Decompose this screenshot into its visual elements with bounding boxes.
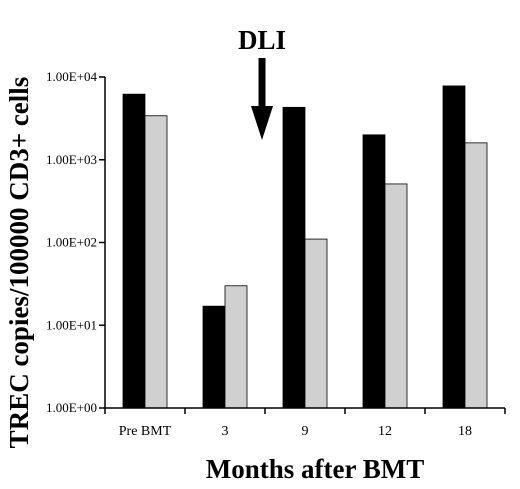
x-axis-title: Months after BMT (206, 454, 424, 484)
y-tick-label: 1.00E+00 (46, 400, 97, 415)
bar-light (224, 285, 248, 409)
y-ticks: 1.00E+00 1.00E+01 1.00E+02 1.00E+03 1.00E+04 (46, 69, 105, 415)
x-tick-label: Pre BMT (119, 424, 172, 439)
y-tick-label: 1.00E+02 (46, 235, 97, 250)
x-ticks: Pre BMT 3 9 12 18 (104, 408, 506, 439)
y-axis-title: TREC copies/100000 CD3+ cells (4, 77, 34, 449)
bar-light (464, 142, 488, 409)
x-tick-label: 12 (378, 424, 392, 439)
x-tick-label: 3 (222, 424, 229, 439)
bar-dark (202, 305, 226, 409)
dli-annotation: DLI (238, 25, 286, 140)
bar-dark (442, 85, 466, 409)
bar-light (304, 238, 328, 409)
y-tick-label: 1.00E+01 (46, 317, 97, 332)
y-tick-label: 1.00E+04 (46, 69, 98, 84)
bar-light (384, 183, 408, 409)
x-tick-label: 18 (458, 424, 472, 439)
bars-layer (122, 85, 488, 409)
bar-dark (122, 93, 146, 409)
x-tick-label: 9 (302, 424, 309, 439)
y-tick-label: 1.00E+03 (46, 152, 97, 167)
bar-light (144, 115, 168, 409)
dli-label: DLI (238, 25, 286, 55)
bar-dark (362, 134, 386, 409)
down-arrow-icon (251, 106, 273, 140)
bar-dark (282, 106, 306, 409)
